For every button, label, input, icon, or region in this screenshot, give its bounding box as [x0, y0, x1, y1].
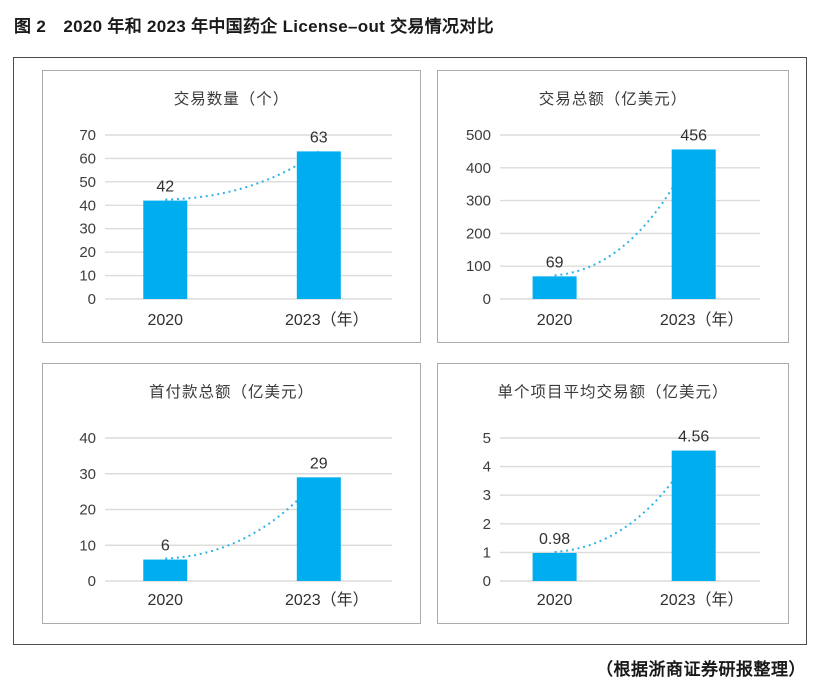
y-tick-label: 20 [79, 502, 96, 519]
y-tick-label: 200 [466, 225, 491, 242]
bar-value-label: 6 [161, 538, 170, 555]
y-tick-label: 0 [88, 573, 96, 590]
y-tick-label: 500 [466, 127, 491, 144]
y-tick-label: 60 [79, 150, 96, 167]
bar-value-label: 0.98 [539, 531, 570, 548]
y-tick-label: 1 [483, 544, 491, 561]
y-tick-label: 70 [79, 127, 96, 144]
x-tick-label: 2020 [537, 592, 573, 609]
x-tick-label: 2020 [147, 312, 183, 329]
bar [671, 149, 716, 299]
bar [296, 477, 341, 581]
bar [143, 200, 188, 299]
y-tick-label: 20 [79, 244, 96, 261]
x-tick-label: 2023（年） [660, 591, 744, 609]
y-tick-label: 30 [79, 466, 96, 483]
chart-panel-deal-count: 交易数量（个） 0 10 20 30 40 50 60 70 42 2020 63 2023（年） [42, 70, 421, 343]
charts-frame: 交易数量（个） 0 10 20 30 40 50 60 70 42 2020 63 2023（年） 交易… [13, 57, 807, 645]
y-tick-label: 0 [483, 573, 491, 590]
bar-value-label: 42 [156, 179, 174, 196]
bar-value-label: 4.56 [678, 429, 709, 446]
y-tick-label: 5 [483, 430, 491, 447]
x-tick-label: 2023（年） [660, 311, 744, 329]
y-tick-label: 0 [88, 291, 96, 308]
chart-panel-avg-deal-value: 单个项目平均交易额（亿美元） 0 1 2 3 4 5 0.98 2020 4.56 2023（年） [437, 363, 789, 624]
chart-title: 首付款总额（亿美元） [149, 383, 314, 401]
chart-title: 交易总额（亿美元） [539, 90, 688, 108]
bar-value-label: 29 [310, 455, 328, 472]
bar [532, 552, 577, 581]
bar-value-label: 69 [546, 254, 564, 271]
bar [532, 276, 577, 299]
y-tick-label: 30 [79, 221, 96, 238]
bar-value-label: 63 [310, 129, 328, 146]
bar-chart-upfront-total: 首付款总额（亿美元） 0 10 20 30 40 6 2020 29 2023（年） [79, 383, 392, 609]
x-tick-label: 2023（年） [285, 591, 369, 609]
chart-panel-upfront-total: 首付款总额（亿美元） 0 10 20 30 40 6 2020 29 2023（年） [42, 363, 421, 624]
trend-dotted-line [554, 450, 695, 553]
x-tick-label: 2020 [147, 592, 183, 609]
y-tick-label: 50 [79, 174, 96, 191]
y-tick-label: 300 [466, 193, 491, 210]
x-tick-label: 2023（年） [285, 311, 369, 329]
bar [143, 559, 188, 581]
chart-panel-total-value: 交易总额（亿美元） 0 100 200 300 400 500 69 2020 456 2023（年… [437, 70, 789, 343]
y-tick-label: 40 [79, 430, 96, 447]
trend-dotted-line [165, 476, 320, 560]
bar-chart-deal-count: 交易数量（个） 0 10 20 30 40 50 60 70 42 2020 63 2023（年） [79, 90, 392, 329]
y-tick-label: 10 [79, 268, 96, 285]
y-tick-label: 2 [483, 516, 491, 533]
source-note: （根据浙商证券研报整理） [596, 660, 806, 679]
y-tick-label: 10 [79, 537, 96, 554]
chart-title: 单个项目平均交易额（亿美元） [497, 383, 728, 401]
y-tick-label: 0 [483, 291, 491, 308]
bar-chart-total-value: 交易总额（亿美元） 0 100 200 300 400 500 69 2020 456 2023（年… [466, 90, 760, 329]
x-tick-label: 2020 [537, 312, 573, 329]
y-tick-label: 400 [466, 160, 491, 177]
chart-title: 交易数量（个） [174, 90, 290, 108]
y-tick-label: 40 [79, 197, 96, 214]
y-tick-label: 3 [483, 487, 491, 504]
bar [671, 450, 716, 581]
bar-value-label: 456 [680, 127, 707, 144]
figure-caption: 图 2 2020 年和 2023 年中国药企 License–out 交易情况对… [14, 17, 494, 36]
bar [296, 151, 341, 299]
y-tick-label: 4 [483, 459, 491, 476]
bar-chart-avg-deal-value: 单个项目平均交易额（亿美元） 0 1 2 3 4 5 0.98 2020 4.56 2023（年） [483, 383, 760, 609]
y-tick-label: 100 [466, 258, 491, 275]
